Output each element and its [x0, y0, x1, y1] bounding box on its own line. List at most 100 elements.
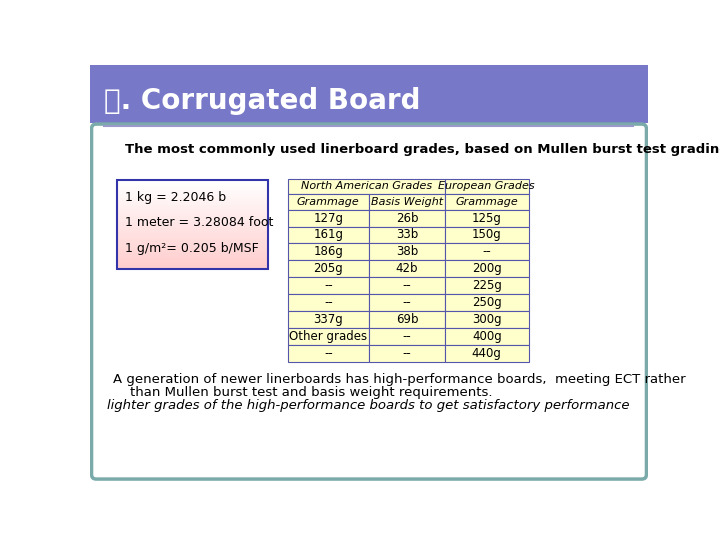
Bar	[445, 294, 528, 311]
Bar	[369, 328, 445, 345]
Bar	[117, 200, 269, 203]
Bar	[117, 242, 269, 245]
Bar	[117, 227, 269, 229]
Text: --: --	[402, 296, 411, 309]
Bar	[117, 193, 269, 196]
Text: European Grades: European Grades	[438, 181, 535, 192]
Text: --: --	[402, 330, 411, 343]
Bar	[117, 205, 269, 207]
Bar	[287, 179, 445, 194]
Bar	[287, 311, 369, 328]
Bar	[117, 189, 269, 192]
Bar	[117, 247, 269, 249]
Text: Grammage: Grammage	[297, 197, 360, 207]
Bar	[117, 267, 269, 269]
Text: 161g: 161g	[313, 228, 343, 241]
Text: Other grades: Other grades	[289, 330, 367, 343]
Bar	[117, 211, 269, 214]
Text: 33b: 33b	[396, 228, 418, 241]
Text: 250g: 250g	[472, 296, 502, 309]
Bar	[117, 213, 269, 216]
Bar	[445, 278, 528, 294]
Bar	[117, 218, 269, 220]
Bar	[287, 260, 369, 278]
Text: 400g: 400g	[472, 330, 502, 343]
Bar	[445, 226, 528, 244]
Bar	[117, 198, 269, 200]
Bar	[369, 194, 445, 210]
Bar	[117, 187, 269, 190]
Bar	[445, 328, 528, 345]
Bar	[117, 238, 269, 240]
Bar	[369, 345, 445, 362]
Text: 1 meter = 3.28084 foot: 1 meter = 3.28084 foot	[125, 216, 274, 229]
Bar	[369, 278, 445, 294]
Bar	[445, 311, 528, 328]
Text: North American Grades: North American Grades	[301, 181, 432, 192]
Text: --: --	[482, 245, 491, 259]
Bar	[117, 253, 269, 256]
Bar	[287, 328, 369, 345]
Bar	[117, 240, 269, 242]
Bar	[117, 258, 269, 260]
Bar	[287, 278, 369, 294]
Bar	[117, 196, 269, 198]
Bar	[287, 345, 369, 362]
Bar	[117, 183, 269, 185]
Text: 二. Corrugated Board: 二. Corrugated Board	[104, 86, 420, 114]
Bar	[117, 235, 269, 238]
Text: 225g: 225g	[472, 279, 502, 292]
Bar	[369, 210, 445, 226]
Text: 125g: 125g	[472, 212, 502, 225]
Bar	[369, 226, 445, 244]
Bar	[287, 210, 369, 226]
Text: 1 g/m²= 0.205 b/MSF: 1 g/m²= 0.205 b/MSF	[125, 241, 258, 254]
Bar	[117, 225, 269, 227]
Bar	[445, 210, 528, 226]
Text: 150g: 150g	[472, 228, 502, 241]
Bar	[117, 202, 269, 205]
Bar	[117, 231, 269, 234]
Text: Basis Weight: Basis Weight	[371, 197, 443, 207]
Bar	[445, 345, 528, 362]
Bar	[117, 233, 269, 236]
Text: 26b: 26b	[396, 212, 418, 225]
Text: 200g: 200g	[472, 262, 502, 275]
Bar	[369, 260, 445, 278]
Text: 205g: 205g	[313, 262, 343, 275]
Bar	[117, 209, 269, 212]
Bar	[287, 244, 369, 260]
Bar	[445, 244, 528, 260]
Text: --: --	[324, 347, 333, 360]
Text: The most commonly used linerboard grades, based on Mullen burst test grading.: The most commonly used linerboard grades…	[125, 143, 720, 156]
FancyBboxPatch shape	[91, 124, 647, 479]
Text: --: --	[402, 279, 411, 292]
Bar	[287, 294, 369, 311]
Bar	[445, 179, 528, 194]
Text: 127g: 127g	[313, 212, 343, 225]
Bar	[117, 185, 269, 187]
Text: 1 kg = 2.2046 b: 1 kg = 2.2046 b	[125, 191, 226, 204]
Text: A generation of newer linerboards has high-performance boards,  meeting ECT rath: A generation of newer linerboards has hi…	[113, 373, 686, 386]
Text: Grammage: Grammage	[456, 197, 518, 207]
Bar	[445, 194, 528, 210]
Text: 38b: 38b	[396, 245, 418, 259]
Bar	[117, 260, 269, 262]
Text: 42b: 42b	[396, 262, 418, 275]
Text: 69b: 69b	[396, 313, 418, 326]
Bar	[90, 65, 648, 123]
Bar	[369, 311, 445, 328]
Bar	[117, 255, 269, 258]
Text: 300g: 300g	[472, 313, 502, 326]
Bar	[117, 191, 269, 194]
Bar	[117, 220, 269, 222]
Text: --: --	[402, 347, 411, 360]
Bar	[117, 262, 269, 265]
Bar	[369, 294, 445, 311]
Bar	[369, 244, 445, 260]
Text: 337g: 337g	[313, 313, 343, 326]
Bar	[117, 180, 269, 183]
Text: than Mullen burst test and basis weight requirements.: than Mullen burst test and basis weight …	[113, 386, 492, 399]
Text: 440g: 440g	[472, 347, 502, 360]
Bar	[287, 226, 369, 244]
